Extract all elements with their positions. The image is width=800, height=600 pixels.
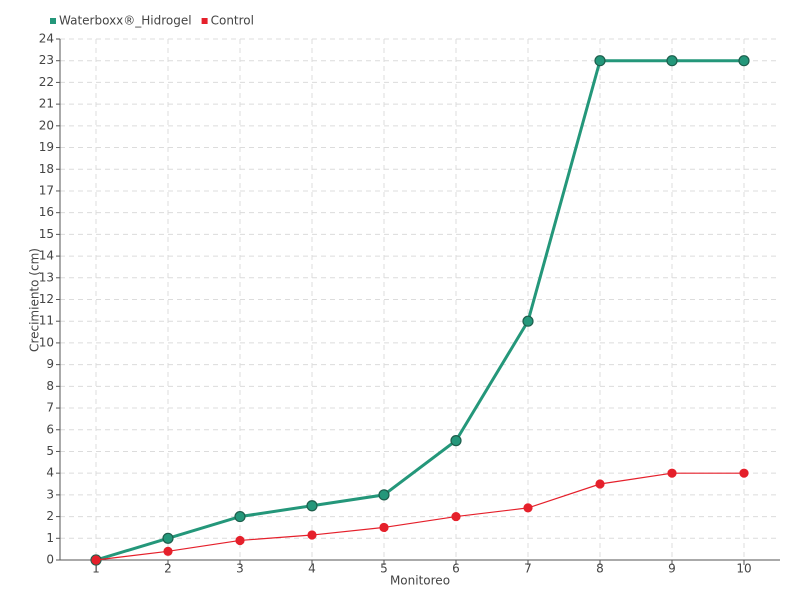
y-tick-label: 4	[46, 466, 54, 480]
y-tick-label: 22	[39, 75, 54, 89]
y-tick-label: 21	[39, 97, 54, 111]
x-tick-label: 1	[92, 562, 100, 576]
y-tick-label: 19	[39, 140, 54, 154]
y-tick-label: 18	[39, 162, 54, 176]
legend-swatch	[50, 18, 56, 24]
y-tick-label: 15	[39, 227, 54, 241]
y-tick-label: 8	[46, 379, 54, 393]
x-tick-label: 8	[596, 562, 604, 576]
data-point	[306, 500, 318, 512]
x-tick-label: 9	[668, 562, 676, 576]
y-tick-label: 0	[46, 553, 54, 567]
x-tick-label: 10	[736, 562, 751, 576]
y-tick-label: 16	[39, 205, 54, 219]
legend-label: Waterboxx®_Hidrogel	[59, 14, 192, 28]
x-tick-label: 7	[524, 562, 532, 576]
y-tick-label: 24	[39, 32, 54, 46]
y-tick-label: 2	[46, 509, 54, 523]
data-point	[91, 555, 101, 565]
data-point	[594, 55, 606, 67]
data-point	[234, 510, 246, 523]
data-point	[379, 522, 389, 533]
y-tick-label: 13	[39, 270, 54, 284]
data-point	[451, 511, 461, 522]
y-tick-label: 17	[39, 183, 54, 197]
series-line	[95, 59, 744, 562]
y-tick-label: 10	[39, 335, 54, 349]
y-tick-label: 11	[39, 314, 54, 328]
data-point	[307, 530, 317, 540]
data-point	[667, 468, 677, 478]
data-point	[738, 55, 750, 67]
series-line	[95, 472, 744, 561]
x-tick-label: 2	[164, 562, 172, 576]
y-tick-label: 3	[46, 487, 54, 501]
y-tick-label: 5	[46, 444, 54, 458]
legend-label: Control	[211, 14, 254, 28]
data-point	[523, 503, 533, 513]
y-axis-label: Crecimiento (cm)	[28, 248, 42, 352]
y-tick-label: 7	[46, 401, 54, 415]
data-point	[595, 479, 605, 489]
data-point	[163, 546, 173, 556]
data-point	[378, 489, 390, 501]
x-tick-label: 6	[452, 562, 460, 576]
data-point	[666, 55, 678, 67]
data-point	[450, 435, 462, 447]
x-tick-label: 3	[236, 562, 244, 576]
x-tick-label: 4	[308, 562, 316, 576]
y-tick-label: 23	[39, 53, 54, 67]
x-axis-label: Monitoreo	[390, 574, 450, 588]
data-point	[235, 535, 245, 546]
y-tick-label: 14	[39, 249, 54, 263]
y-tick-label: 12	[39, 292, 54, 306]
data-point	[522, 315, 534, 327]
data-point	[739, 468, 749, 478]
data-point	[162, 532, 174, 544]
y-tick-label: 1	[46, 531, 54, 545]
x-tick-label: 5	[380, 562, 388, 576]
y-tick-label: 6	[46, 422, 54, 436]
legend-swatch	[201, 18, 208, 24]
y-tick-label: 9	[46, 357, 54, 371]
y-tick-label: 20	[39, 118, 54, 132]
